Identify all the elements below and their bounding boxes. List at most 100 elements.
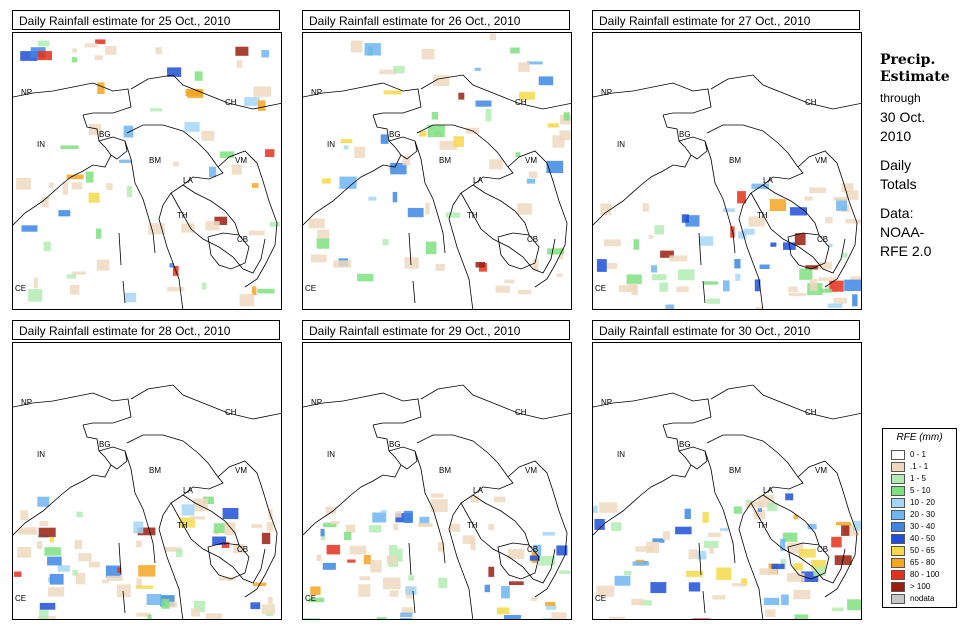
rain-cell xyxy=(593,505,598,514)
country-label-cb: CB xyxy=(817,235,828,244)
rain-cell xyxy=(445,212,461,218)
rain-cell xyxy=(489,33,497,41)
country-label-np: NP xyxy=(601,88,612,97)
rain-cell xyxy=(224,522,236,535)
rain-cell xyxy=(703,281,719,285)
rain-cell xyxy=(510,47,520,54)
rain-cell xyxy=(408,575,415,581)
rain-cell xyxy=(117,567,122,573)
map-canvas: NP CH IN BG BM VM LA TH CB CE xyxy=(13,384,281,619)
rain-cell xyxy=(493,496,506,503)
legend-item: 40 - 50 xyxy=(891,534,955,545)
side-caption: Precip. Estimate through 30 Oct. 2010 Da… xyxy=(880,52,965,261)
legend-item: 5 - 10 xyxy=(891,486,955,497)
rain-cell xyxy=(136,612,151,617)
rain-cell xyxy=(155,47,163,55)
rain-cell xyxy=(202,496,214,504)
rainfall-map: NP CH IN BG BM VM LA TH CB CE xyxy=(302,32,572,310)
caption-through: through xyxy=(880,91,921,105)
rain-cell xyxy=(389,590,399,597)
rain-cell xyxy=(654,225,665,235)
country-label-th: TH xyxy=(467,521,478,530)
rain-cell xyxy=(380,134,389,144)
country-border xyxy=(303,424,402,536)
rain-cell xyxy=(737,191,746,204)
rain-cell xyxy=(58,210,71,217)
rain-cell xyxy=(430,493,444,498)
rain-cell xyxy=(185,88,203,96)
rain-cell xyxy=(853,520,861,531)
rain-cell xyxy=(72,271,86,275)
rain-cell xyxy=(632,561,649,566)
country-label-bg: BG xyxy=(389,440,401,449)
rain-cell xyxy=(609,616,625,619)
rain-cell xyxy=(74,539,83,550)
caption-heading-1: Precip. xyxy=(880,52,936,68)
rain-cell xyxy=(135,540,142,548)
rain-cell xyxy=(106,575,123,581)
rain-cell xyxy=(757,508,762,512)
rain-cell xyxy=(310,586,321,595)
rain-cell xyxy=(639,600,652,606)
rain-cell xyxy=(316,229,330,239)
rain-cell xyxy=(105,565,121,578)
country-label-ce: CE xyxy=(15,594,26,603)
rain-cell xyxy=(788,293,807,297)
rain-cell xyxy=(650,582,667,594)
rainfall-map: NP CH IN BG BM VM LA TH CB CE xyxy=(592,342,862,620)
country-border xyxy=(118,542,126,614)
rain-cell xyxy=(835,522,851,526)
country-border xyxy=(460,502,556,584)
country-border xyxy=(706,434,804,619)
rain-cell xyxy=(37,51,52,61)
rain-cell xyxy=(354,146,366,158)
rain-cell xyxy=(462,535,475,544)
legend-title: RFE (mm) xyxy=(896,432,943,443)
rain-cell xyxy=(743,228,755,235)
rain-cell xyxy=(596,585,615,597)
rain-cell xyxy=(125,292,137,303)
country-border xyxy=(118,232,126,304)
rain-cell xyxy=(529,555,540,561)
legend-label: 40 - 50 xyxy=(910,534,935,543)
country-border xyxy=(460,192,556,274)
rain-cell xyxy=(164,601,177,608)
rain-cell xyxy=(72,57,77,63)
country-border xyxy=(388,136,418,160)
rain-cell xyxy=(72,570,79,576)
rain-cell xyxy=(235,46,249,56)
country-label-la: LA xyxy=(763,486,773,495)
rain-cell xyxy=(418,522,433,528)
rain-cell xyxy=(834,555,852,565)
rain-cell xyxy=(258,100,266,111)
country-label-np: NP xyxy=(21,398,32,407)
country-border xyxy=(303,82,422,116)
legend-swatch xyxy=(891,486,905,496)
rain-cell xyxy=(720,528,729,532)
country-border xyxy=(420,74,571,110)
rain-cell xyxy=(532,259,539,272)
country-border xyxy=(420,384,571,420)
rain-cell xyxy=(489,159,503,170)
rain-cell xyxy=(105,46,117,55)
country-border xyxy=(303,392,422,426)
legend-item: 20 - 30 xyxy=(891,510,955,521)
rain-cell xyxy=(538,76,554,86)
rain-cell xyxy=(692,618,710,619)
rain-cell xyxy=(746,499,753,503)
country-label-in: IN xyxy=(37,140,45,149)
legend-item: .1 - 1 xyxy=(891,462,955,473)
rain-cell xyxy=(376,617,387,619)
country-border xyxy=(124,140,156,254)
country-border xyxy=(497,232,540,270)
legend-label: 20 - 30 xyxy=(910,510,935,519)
rain-cell xyxy=(350,40,363,53)
rain-cell xyxy=(393,523,398,531)
country-border xyxy=(130,384,281,420)
legend-label: 5 - 10 xyxy=(910,486,931,495)
rain-cell xyxy=(781,594,789,606)
rain-cell xyxy=(167,67,182,77)
caption-date-2: 2010 xyxy=(880,128,912,144)
rain-cell xyxy=(322,562,336,570)
rain-cell xyxy=(148,223,165,235)
